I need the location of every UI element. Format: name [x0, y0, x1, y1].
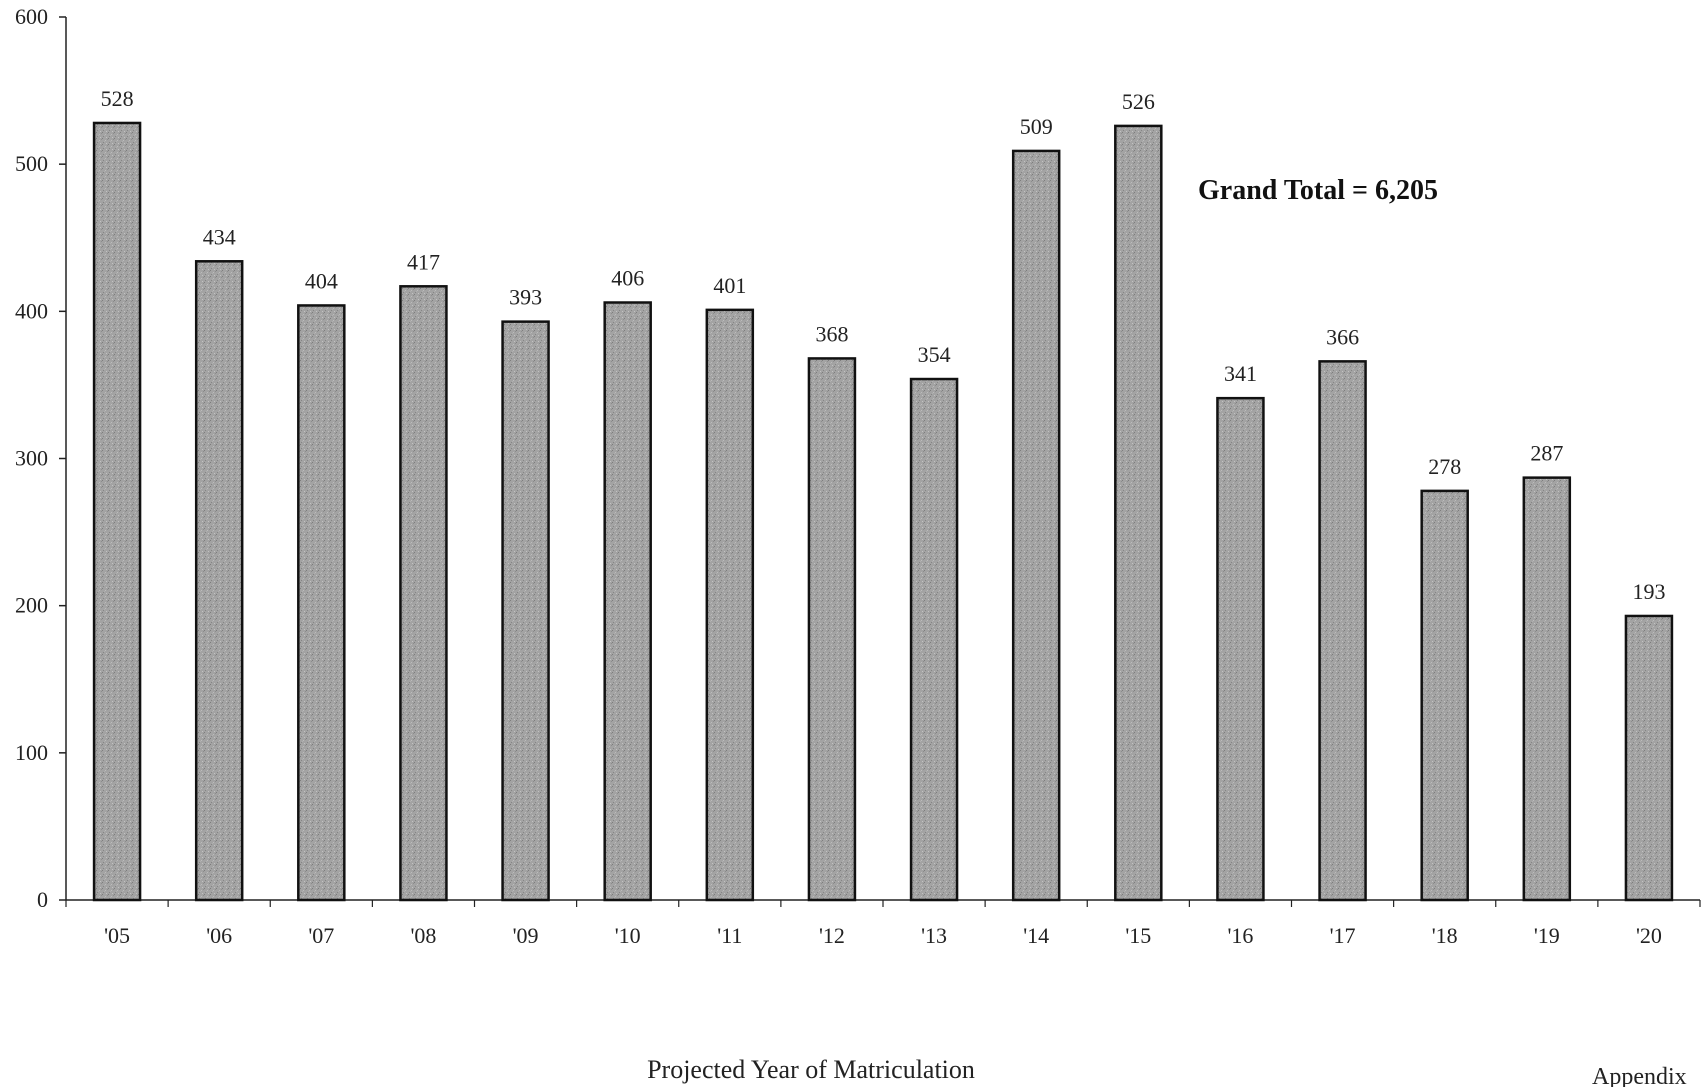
x-tick-label: '15 — [1125, 923, 1151, 948]
data-label: 287 — [1530, 441, 1563, 466]
bar — [1011, 149, 1061, 902]
x-tick-label: '07 — [308, 923, 334, 948]
data-label: 509 — [1020, 114, 1053, 139]
data-label: 193 — [1632, 579, 1665, 604]
grand-total-annotation: Grand Total = 6,205 — [1198, 175, 1438, 206]
x-tick-label: '20 — [1636, 923, 1662, 948]
bar — [1420, 489, 1469, 902]
data-label: 406 — [611, 266, 644, 291]
x-tick-label: '19 — [1534, 923, 1560, 948]
bar — [1318, 360, 1367, 902]
bar — [501, 320, 550, 902]
data-label: 526 — [1122, 89, 1155, 114]
data-label: 528 — [101, 86, 134, 111]
bar — [705, 308, 755, 902]
y-ticks: 0 100 200 300 400 500 600 — [15, 4, 66, 912]
data-label: 417 — [407, 249, 440, 274]
x-tick-label: '09 — [513, 923, 539, 948]
data-label: 278 — [1428, 454, 1461, 479]
x-tick-label: '18 — [1432, 923, 1458, 948]
x-ticks: '05 '06 '07 '08 '09 '10 '11 '12 '13 '14 '15 '16 '17 '… — [65, 900, 1701, 948]
x-tick-label: '17 — [1330, 923, 1356, 948]
data-label: 366 — [1326, 324, 1359, 349]
bar — [909, 377, 959, 902]
y-tick-label: 0 — [37, 887, 48, 912]
bar — [194, 260, 244, 902]
x-tick-label: '11 — [717, 923, 742, 948]
data-labels: 528 434 404 417 393 406 401 368 354 509 526 341 366 2… — [101, 86, 1666, 604]
data-label: 404 — [305, 268, 338, 293]
data-label: 354 — [918, 342, 951, 367]
x-tick-label: '05 — [104, 923, 130, 948]
y-tick-label: 400 — [15, 298, 48, 323]
bar — [603, 301, 652, 902]
data-label: 368 — [815, 321, 848, 346]
y-tick-label: 200 — [15, 593, 48, 618]
bar — [1114, 124, 1163, 902]
data-label: 401 — [713, 273, 746, 298]
bar — [92, 121, 142, 902]
bar — [807, 357, 857, 902]
y-tick-label: 600 — [15, 4, 48, 29]
x-tick-label: '13 — [921, 923, 947, 948]
bars — [92, 121, 1674, 902]
bar — [1216, 396, 1265, 902]
x-axis-title: Projected Year of Matriculation — [647, 1055, 975, 1084]
x-tick-label: '06 — [206, 923, 232, 948]
x-tick-label: '08 — [410, 923, 436, 948]
data-label: 393 — [509, 285, 542, 310]
data-label: 341 — [1224, 361, 1257, 386]
bar — [297, 304, 346, 902]
bar — [1624, 614, 1674, 902]
bar — [399, 285, 448, 902]
y-tick-label: 500 — [15, 151, 48, 176]
x-tick-label: '14 — [1023, 923, 1049, 948]
appendix-label: Appendix — [1592, 1064, 1687, 1087]
x-tick-label: '10 — [615, 923, 641, 948]
bar — [1522, 476, 1572, 902]
x-tick-label: '12 — [819, 923, 845, 948]
x-tick-label: '16 — [1227, 923, 1253, 948]
data-label: 434 — [203, 224, 236, 249]
y-tick-label: 100 — [15, 740, 48, 765]
y-tick-label: 300 — [15, 446, 48, 471]
